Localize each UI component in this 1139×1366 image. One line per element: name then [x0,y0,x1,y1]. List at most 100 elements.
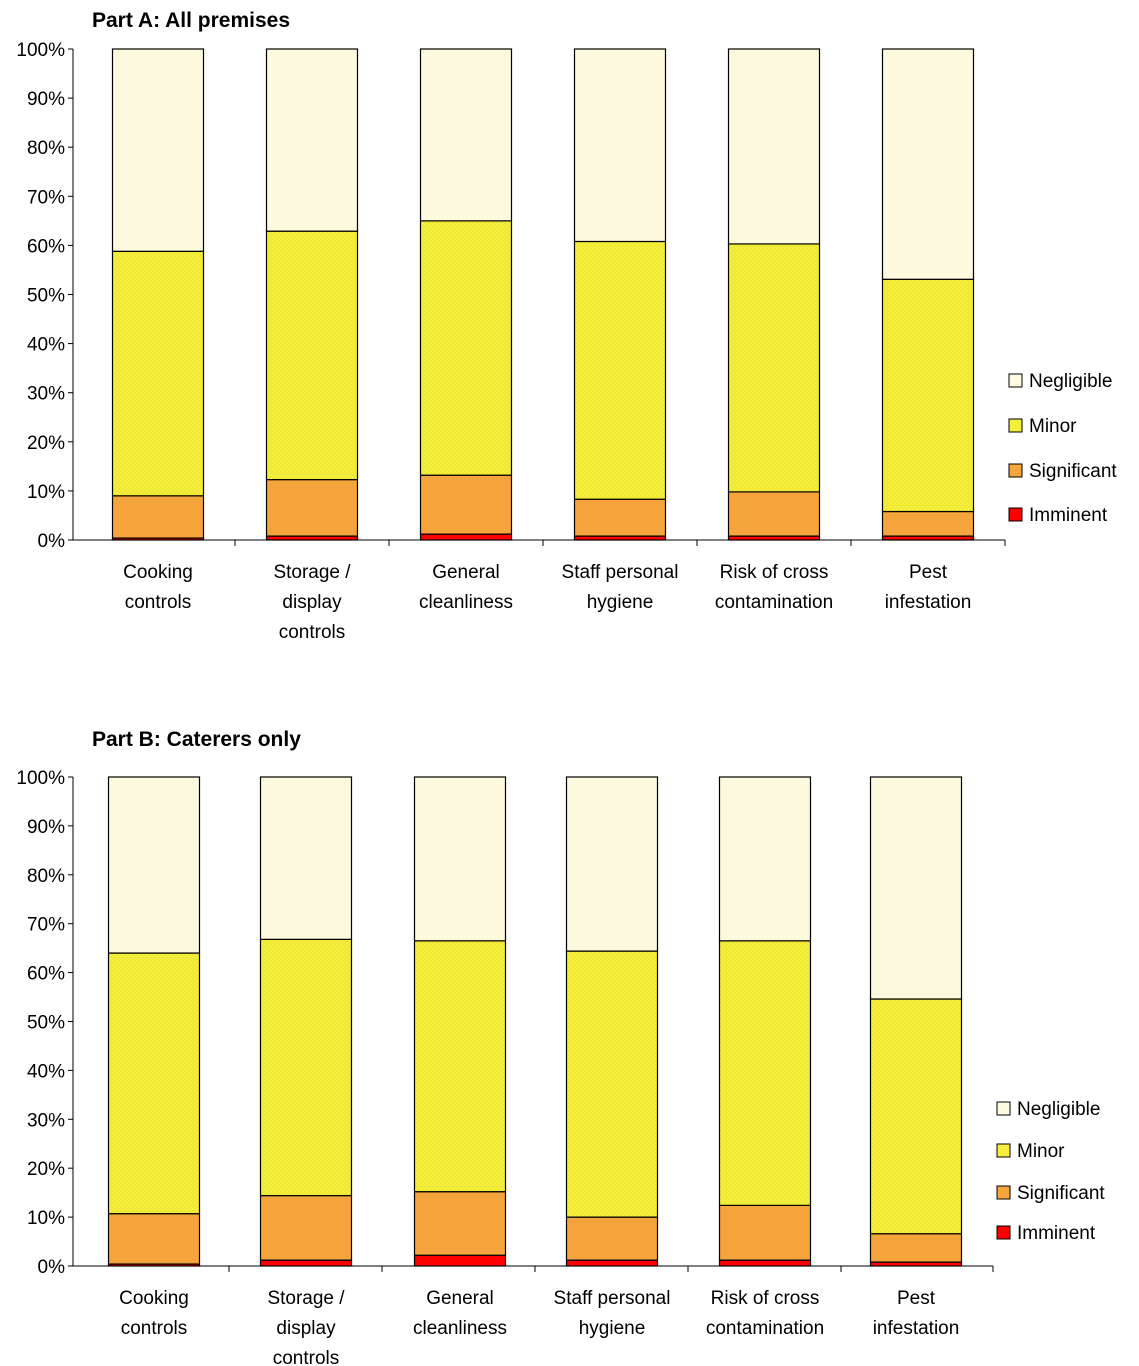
bar-segment-imminent [718,1259,812,1267]
legend-swatch-imminent [1008,507,1023,522]
y-tick-label: 50% [27,286,65,307]
legend-label: Significant [1029,461,1117,482]
x-category-label: controls [279,622,346,643]
x-category-label: Pest [897,1288,936,1309]
bar-segment-minor [265,230,359,481]
legend-swatch-minor [1008,418,1023,433]
bar-segment-minor [869,998,963,1235]
legend-label: Minor [1017,1141,1065,1162]
chart-title: Part A: All premises [92,9,290,32]
y-tick-label: 20% [27,1159,65,1180]
bar-segment-significant [259,1194,353,1261]
bar-segment-negligible [573,48,667,243]
y-tick-label: 10% [27,482,65,503]
x-category-label: cleanliness [419,592,513,613]
legend-label: Imminent [1029,505,1108,526]
x-category-label: Storage / [267,1288,345,1309]
legend-swatch-negligible [1008,373,1023,388]
y-tick-label: 100% [16,768,65,789]
y-tick-label: 80% [27,866,65,887]
x-category-label: Storage / [273,562,351,583]
x-category-label: display [276,1318,336,1339]
legend-label: Negligible [1029,371,1112,392]
y-tick-label: 0% [38,1257,66,1278]
bar-segment-significant [413,1191,507,1256]
y-tick-label: 80% [27,138,65,159]
y-tick-label: 40% [27,335,65,356]
bar-segment-significant [881,510,975,537]
y-tick-label: 0% [38,531,66,552]
y-tick-label: 40% [27,1061,65,1082]
bar-segment-imminent [259,1259,353,1267]
bar-segment-negligible [419,48,513,222]
bar-segment-negligible [259,776,353,940]
y-tick-label: 30% [27,384,65,405]
x-category-label: controls [273,1348,340,1366]
x-category-label: infestation [885,592,972,613]
y-tick-label: 70% [27,187,65,208]
bar-segment-imminent [413,1254,507,1267]
legend-swatch-minor [996,1143,1011,1158]
bar-segment-significant [111,495,205,539]
bar-segment-minor [573,240,667,500]
legend-swatch-imminent [996,1225,1011,1240]
bar-segment-negligible [565,776,659,952]
bar-segment-negligible [107,776,201,954]
x-category-label: cleanliness [413,1318,507,1339]
x-category-label: Staff personal [554,1288,671,1309]
bar-segment-minor [565,950,659,1218]
x-category-label: Staff personal [562,562,679,583]
bar-segment-minor [413,940,507,1193]
bar-segment-minor [419,220,513,476]
bar-segment-negligible [413,776,507,942]
y-tick-label: 50% [27,1013,65,1034]
bar-segment-imminent [565,1259,659,1267]
bar-segment-minor [111,250,205,497]
x-category-label: Cooking [123,562,193,583]
bar-segment-significant [727,491,821,537]
x-category-label: infestation [873,1318,960,1339]
legend-swatch-negligible [996,1101,1011,1116]
bar-segment-negligible [881,48,975,280]
y-tick-label: 100% [16,40,65,61]
bar-segment-significant [869,1233,963,1263]
x-category-label: Pest [909,562,948,583]
x-category-label: display [282,592,342,613]
y-tick-label: 30% [27,1110,65,1131]
x-category-label: hygiene [579,1318,646,1339]
bar-segment-negligible [727,48,821,245]
y-tick-label: 70% [27,915,65,936]
bar-segment-minor [107,952,201,1215]
bar-segment-minor [259,938,353,1197]
x-category-label: General [426,1288,494,1309]
bar-segment-negligible [869,776,963,1000]
y-tick-label: 60% [27,964,65,985]
x-category-label: controls [121,1318,188,1339]
legend-swatch-significant [1008,463,1023,478]
legend-label: Imminent [1017,1223,1096,1244]
bar-segment-minor [718,940,812,1206]
bar-segment-significant [107,1213,201,1265]
bar-segment-significant [265,479,359,537]
y-tick-label: 60% [27,236,65,257]
y-tick-label: 90% [27,89,65,110]
bar-segment-negligible [265,48,359,232]
y-tick-label: 20% [27,433,65,454]
x-category-label: Cooking [119,1288,189,1309]
y-tick-label: 10% [27,1208,65,1229]
chart-title: Part B: Caterers only [92,728,301,751]
x-category-label: Risk of cross [720,562,829,583]
x-category-label: contamination [706,1318,824,1339]
bar-segment-significant [419,474,513,535]
legend-label: Minor [1029,416,1077,437]
x-category-label: controls [125,592,192,613]
bar-segment-negligible [718,776,812,942]
legend-swatch-significant [996,1185,1011,1200]
legend-label: Significant [1017,1183,1105,1204]
x-category-label: hygiene [587,592,654,613]
y-tick-label: 90% [27,817,65,838]
legend-label: Negligible [1017,1099,1100,1120]
bar-segment-significant [718,1204,812,1261]
bar-segment-significant [573,498,667,537]
